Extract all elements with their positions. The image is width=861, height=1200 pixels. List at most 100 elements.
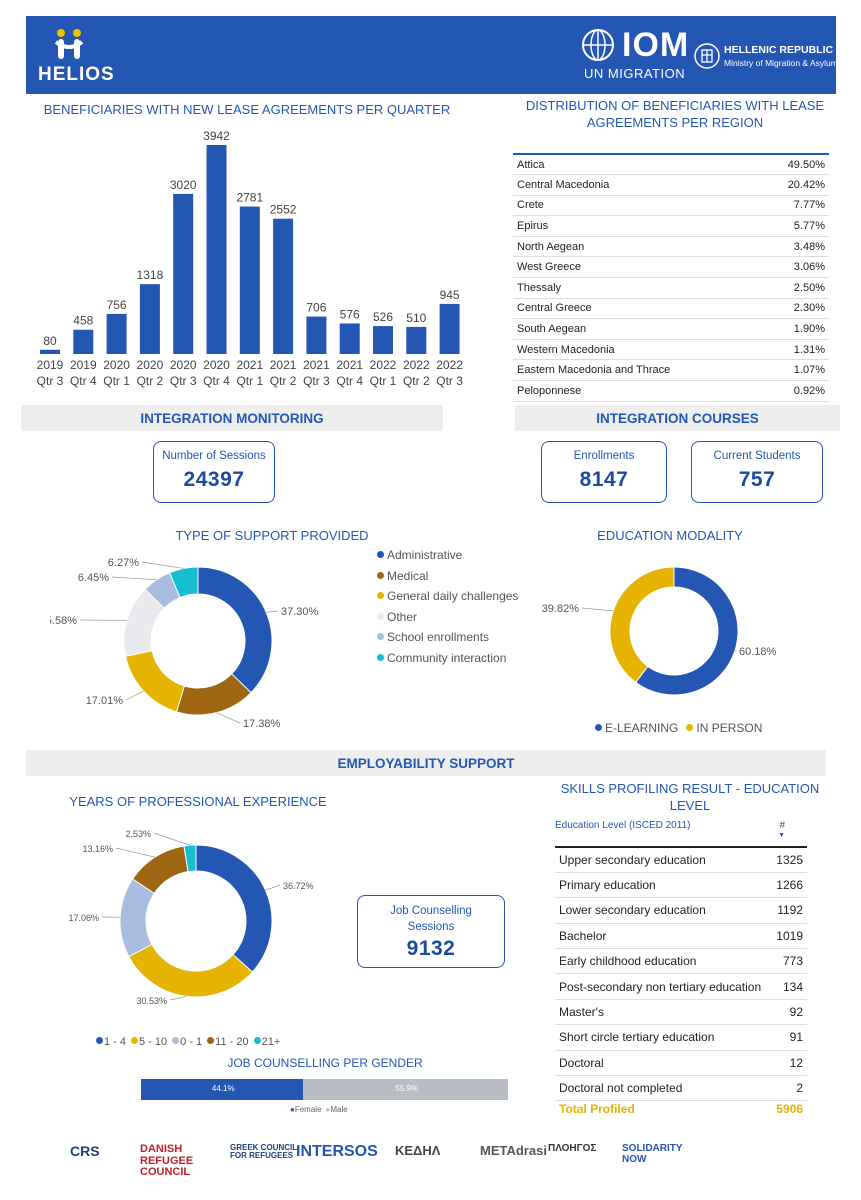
modality-value-label: 60.18% <box>739 646 777 658</box>
skills-level: Post-secondary non tertiary education <box>555 973 772 1000</box>
support-value-label: 37.30% <box>281 606 319 618</box>
support-chart-title: TYPE OF SUPPORT PROVIDED <box>175 528 369 543</box>
partner-logo-6: ΠΛΟΗΓΟΣ <box>548 1143 597 1154</box>
experience-legend-item: 0 - 1 <box>172 1036 202 1048</box>
experience-legend-item: 11 - 20 <box>207 1036 249 1048</box>
region-row: West Greece 3.06% <box>513 256 829 279</box>
skills-col-count: # <box>779 820 785 831</box>
helios-logo-icon <box>54 29 84 59</box>
experience-legend-item: 21+ <box>253 1036 280 1048</box>
experience-leader-4 <box>153 832 191 846</box>
bar-12 <box>439 303 460 354</box>
bar-8 <box>306 316 327 354</box>
region-name: Thessaly <box>513 277 760 299</box>
header-banner: HELIOS IOM UN MIGRATION HELLENIC REPUBLI… <box>26 16 838 94</box>
bar-10 <box>373 326 393 354</box>
skills-count: 773 <box>771 948 807 975</box>
sessions-label: Number of Sessions <box>162 450 266 462</box>
support-value-label: 15.58% <box>50 615 77 627</box>
partner-logo-1: DANISH REFUGEE COUNCIL <box>140 1143 194 1179</box>
region-value: 49.50% <box>759 153 829 176</box>
job-counselling-label-line1: Job Counselling <box>390 905 472 917</box>
bar-3 <box>139 284 160 354</box>
iom-logo: IOM UN MIGRATION <box>576 26 688 84</box>
region-name: Eastern Macedonia and Thrace <box>513 359 760 382</box>
skills-title-line2: LEVEL <box>669 798 711 813</box>
bar-5 <box>206 145 227 354</box>
gender-male-label: 55.9% <box>395 1084 419 1093</box>
greek-emblem-icon <box>694 43 720 69</box>
x-tick-quarter: Qtr 4 <box>336 374 363 388</box>
modality-slice-1 <box>609 566 675 684</box>
skills-row: Upper secondary education 1325 <box>555 845 807 873</box>
bar-value-label: 1318 <box>137 268 164 282</box>
region-value: 2.30% <box>759 298 829 320</box>
iom-globe-icon <box>582 29 614 61</box>
region-value: 1.07% <box>759 359 829 382</box>
skills-count: 1266 <box>771 872 807 899</box>
partner-logo-4: ΚΕΔΗΛ <box>395 1143 441 1158</box>
iom-subtitle: UN MIGRATION <box>584 66 686 81</box>
x-tick-year: 2020 <box>103 358 130 372</box>
partner-logo-5: METAdrasi <box>480 1143 547 1158</box>
region-row: North Aegean 3.48% <box>513 236 829 258</box>
gender-female-label: 44.1% <box>211 1084 235 1093</box>
skills-table: Upper secondary education 1325 Primary edu… <box>555 845 807 1102</box>
sessions-value: 24397 <box>183 468 245 491</box>
region-row: Thessaly 2.50% <box>513 277 829 299</box>
region-name: Central Greece <box>513 298 760 320</box>
region-name: South Aegean <box>513 318 760 340</box>
bar-value-label: 3020 <box>170 178 197 192</box>
experience-legend-item: 5 - 10 <box>131 1036 167 1048</box>
experience-value-label: 30.53% <box>136 996 167 1006</box>
skills-level: Upper secondary education <box>555 845 772 873</box>
modality-legend-item: E-LEARNING <box>595 721 678 735</box>
experience-value-label: 36.72% <box>283 881 314 891</box>
experience-slice-2 <box>119 878 156 958</box>
support-legend-item: School enrollments <box>377 630 518 651</box>
experience-value-label: 17.06% <box>68 913 99 923</box>
experience-slice-4 <box>183 844 197 873</box>
helios-brand: HELIOS <box>38 64 115 85</box>
region-row: Attica 49.50% <box>513 153 829 176</box>
support-donut-chart: 37.30% 17.38% 17.01% 15.58% 6.45% 6.27% <box>50 557 319 730</box>
support-leader-4 <box>111 576 157 581</box>
skills-total-value: 5906 <box>776 1102 803 1116</box>
x-tick-year: 2022 <box>436 358 463 372</box>
region-value: 1.31% <box>759 339 829 361</box>
region-row: South Aegean 1.90% <box>513 318 829 340</box>
x-tick-year: 2021 <box>303 358 330 372</box>
region-name: Western Macedonia <box>513 339 760 361</box>
gender-legend-item: ●Female <box>290 1105 322 1114</box>
x-tick-year: 2022 <box>370 358 397 372</box>
experience-leader-1 <box>169 996 187 1001</box>
skills-level: Early childhood education <box>555 948 772 975</box>
region-row: Peloponnese 0.92% <box>513 380 829 402</box>
skills-count: 1325 <box>771 845 807 873</box>
x-tick-quarter: Qtr 3 <box>436 374 463 388</box>
support-value-label: 17.38% <box>243 718 281 730</box>
gender-chart-title: JOB COUNSELLING PER GENDER <box>227 1056 423 1070</box>
quarterly-bar-chart: 80 2019 Qtr 3 458 2019 Qtr 4 756 2020 Qtr 1 1318 2… <box>37 129 464 388</box>
bar-9 <box>339 323 360 354</box>
partner-logo-0: CRS <box>70 1143 100 1159</box>
gender-bar-female <box>141 1079 303 1100</box>
skills-level: Short circle tertiary education <box>555 1024 772 1051</box>
sort-desc-icon[interactable]: ▼ <box>778 832 785 839</box>
enrollments-card: Enrollments 8147 <box>541 441 667 503</box>
region-name: Central Macedonia <box>513 174 760 196</box>
experience-chart-title: YEARS OF PROFESSIONAL EXPERIENCE <box>69 794 327 809</box>
gender-legend-item: ●Male <box>325 1105 348 1114</box>
region-name: Crete <box>513 195 760 217</box>
region-name: Peloponnese <box>513 380 760 402</box>
skills-count: 1192 <box>771 897 807 924</box>
bar-value-label: 458 <box>73 314 93 328</box>
modality-leader-1 <box>581 607 614 612</box>
students-value: 757 <box>738 468 776 491</box>
enrollments-label: Enrollments <box>573 450 635 462</box>
bar-4 <box>173 193 194 354</box>
experience-value-label: 2.53% <box>125 829 151 839</box>
x-tick-quarter: Qtr 3 <box>170 374 197 388</box>
modality-legend: E-LEARNING IN PERSON <box>595 719 770 737</box>
bar-1 <box>73 329 94 354</box>
